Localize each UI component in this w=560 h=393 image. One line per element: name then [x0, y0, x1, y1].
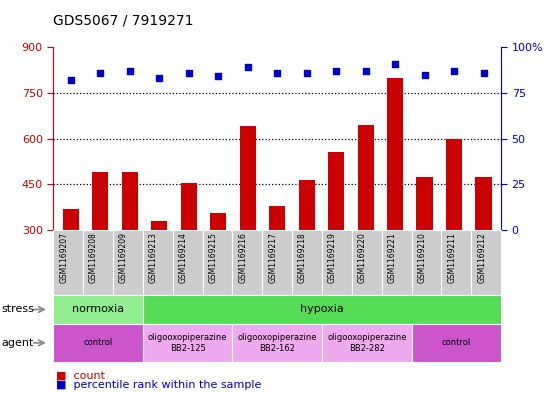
Bar [298, 180, 315, 321]
Point [214, 73, 223, 79]
Bar [446, 138, 462, 321]
Point [155, 75, 164, 81]
Text: GSM1169218: GSM1169218 [298, 232, 307, 283]
Point [273, 70, 282, 76]
Point [184, 70, 193, 76]
Bar [181, 183, 197, 321]
Text: agent: agent [1, 338, 34, 348]
Text: GSM1169216: GSM1169216 [239, 232, 248, 283]
Text: GSM1169220: GSM1169220 [358, 232, 367, 283]
Point [391, 61, 400, 67]
Bar [122, 172, 138, 321]
Text: ■  percentile rank within the sample: ■ percentile rank within the sample [56, 380, 262, 390]
Text: GSM1169215: GSM1169215 [208, 232, 217, 283]
Text: GSM1169219: GSM1169219 [328, 232, 337, 283]
Point [67, 77, 76, 83]
Bar [240, 127, 256, 321]
Bar [63, 209, 79, 321]
Text: GSM1169209: GSM1169209 [119, 232, 128, 283]
Point [479, 70, 488, 76]
Text: GSM1169214: GSM1169214 [179, 232, 188, 283]
Text: GSM1169207: GSM1169207 [59, 232, 68, 283]
Text: stress: stress [1, 305, 34, 314]
Text: ■  count: ■ count [56, 370, 105, 380]
Point [243, 64, 252, 70]
Text: GSM1169217: GSM1169217 [268, 232, 277, 283]
Text: oligooxopiperazine
BB2-162: oligooxopiperazine BB2-162 [237, 333, 317, 353]
Bar [269, 206, 285, 321]
Text: GSM1169221: GSM1169221 [388, 232, 396, 283]
Text: GDS5067 / 7919271: GDS5067 / 7919271 [53, 13, 194, 28]
Bar [328, 152, 344, 321]
Text: hypoxia: hypoxia [300, 305, 344, 314]
Point [302, 70, 311, 76]
Text: GSM1169208: GSM1169208 [89, 232, 98, 283]
Point [361, 68, 370, 74]
Point [96, 70, 105, 76]
Point [125, 68, 134, 74]
Bar [210, 213, 226, 321]
Point [450, 68, 459, 74]
Text: control: control [442, 338, 471, 347]
Bar [475, 176, 492, 321]
Text: oligooxopiperazine
BB2-282: oligooxopiperazine BB2-282 [327, 333, 407, 353]
Text: control: control [83, 338, 113, 347]
Text: GSM1169213: GSM1169213 [149, 232, 158, 283]
Bar [357, 125, 374, 321]
Bar [387, 78, 403, 321]
Bar [92, 172, 109, 321]
Bar [417, 176, 433, 321]
Text: oligooxopiperazine
BB2-125: oligooxopiperazine BB2-125 [148, 333, 227, 353]
Text: GSM1169211: GSM1169211 [447, 232, 456, 283]
Text: GSM1169210: GSM1169210 [418, 232, 427, 283]
Text: normoxia: normoxia [72, 305, 124, 314]
Bar [151, 221, 167, 321]
Point [420, 72, 429, 78]
Text: GSM1169212: GSM1169212 [477, 232, 486, 283]
Point [332, 68, 340, 74]
